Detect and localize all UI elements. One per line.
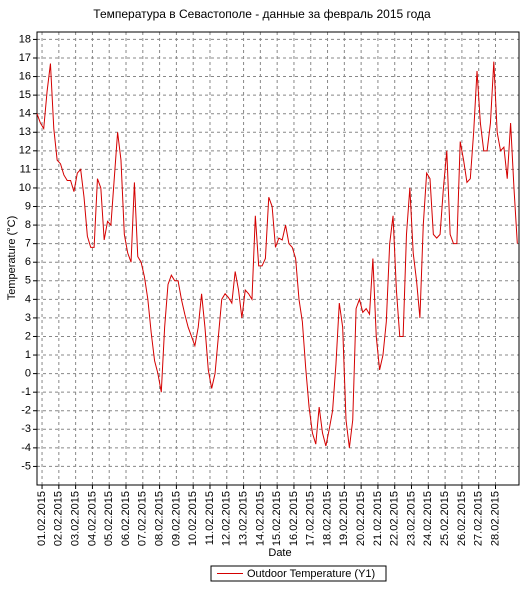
y-tick-label: 7: [25, 238, 31, 250]
y-tick-label: 10: [19, 182, 31, 194]
x-tick-label: 02.02.2015: [53, 491, 65, 546]
data-line: [36, 61, 518, 448]
x-tick-label: 15.02.2015: [271, 491, 283, 546]
y-tick-label: 14: [19, 108, 31, 120]
x-tick-label: 19.02.2015: [338, 491, 350, 546]
y-tick-label: 18: [19, 33, 31, 45]
x-tick-label: 03.02.2015: [70, 491, 82, 546]
y-tick-label: 12: [19, 145, 31, 157]
y-tick-label: 13: [19, 126, 31, 138]
x-tick-label: 04.02.2015: [86, 491, 98, 546]
x-tick-label: 01.02.2015: [36, 491, 48, 546]
y-tick-label: 9: [25, 200, 31, 212]
y-tick-label: 3: [25, 312, 31, 324]
x-tick-label: 28.02.2015: [489, 491, 501, 546]
x-tick-label: 26.02.2015: [456, 491, 468, 546]
x-axis-label: Date: [268, 547, 291, 559]
y-tick-label: 2: [25, 330, 31, 342]
y-tick-label: 11: [20, 163, 31, 175]
y-tick-label: 8: [25, 219, 31, 231]
x-tick-label: 21.02.2015: [372, 491, 384, 546]
y-tick-label: -3: [21, 423, 31, 435]
x-tick-label: 12.02.2015: [221, 491, 233, 546]
x-tick-label: 16.02.2015: [288, 491, 300, 546]
x-tick-label: 13.02.2015: [237, 491, 249, 546]
legend-label: Outdoor Temperature (Y1): [247, 568, 375, 580]
x-tick-label: 20.02.2015: [355, 491, 367, 546]
plot-area: [37, 32, 519, 485]
x-tick-label: 05.02.2015: [103, 491, 115, 546]
x-tick-label: 07.02.2015: [137, 491, 149, 546]
legend-box: [210, 565, 387, 582]
x-tick-label: 25.02.2015: [439, 491, 451, 546]
y-tick-label: 0: [25, 368, 31, 380]
y-tick-label: -1: [21, 386, 31, 398]
y-axis-label: Temperature (°C): [6, 216, 18, 300]
y-tick-label: 4: [25, 293, 31, 305]
x-tick-label: 08.02.2015: [154, 491, 166, 546]
x-tick-label: 24.02.2015: [422, 491, 434, 546]
y-tick-label: 6: [25, 256, 31, 268]
y-tick-label: 1: [25, 349, 31, 361]
x-tick-label: 17.02.2015: [305, 491, 317, 546]
x-tick-label: 11.02.2015: [204, 491, 216, 545]
x-tick-label: 22.02.2015: [389, 491, 401, 546]
y-tick-label: 17: [19, 52, 31, 64]
x-tick-label: 14.02.2015: [254, 491, 266, 546]
y-tick-label: -2: [21, 405, 31, 417]
x-tick-label: 09.02.2015: [170, 491, 182, 546]
plot-border: [36, 31, 520, 486]
y-tick-label: -4: [21, 442, 31, 454]
x-tick-label: 23.02.2015: [405, 491, 417, 546]
x-tick-label: 27.02.2015: [473, 491, 485, 546]
x-tick-label: 10.02.2015: [187, 491, 199, 546]
y-tick-label: 15: [19, 89, 31, 101]
x-tick-label: 06.02.2015: [120, 491, 132, 546]
y-tick-label: 5: [25, 275, 31, 287]
x-tick-label: 18.02.2015: [321, 491, 333, 546]
y-tick-label: -5: [21, 460, 31, 472]
legend: Outdoor Temperature (Y1): [210, 565, 387, 582]
chart-title: Температура в Севастополе - данные за фе…: [93, 7, 431, 21]
y-tick-label: 16: [19, 70, 31, 82]
